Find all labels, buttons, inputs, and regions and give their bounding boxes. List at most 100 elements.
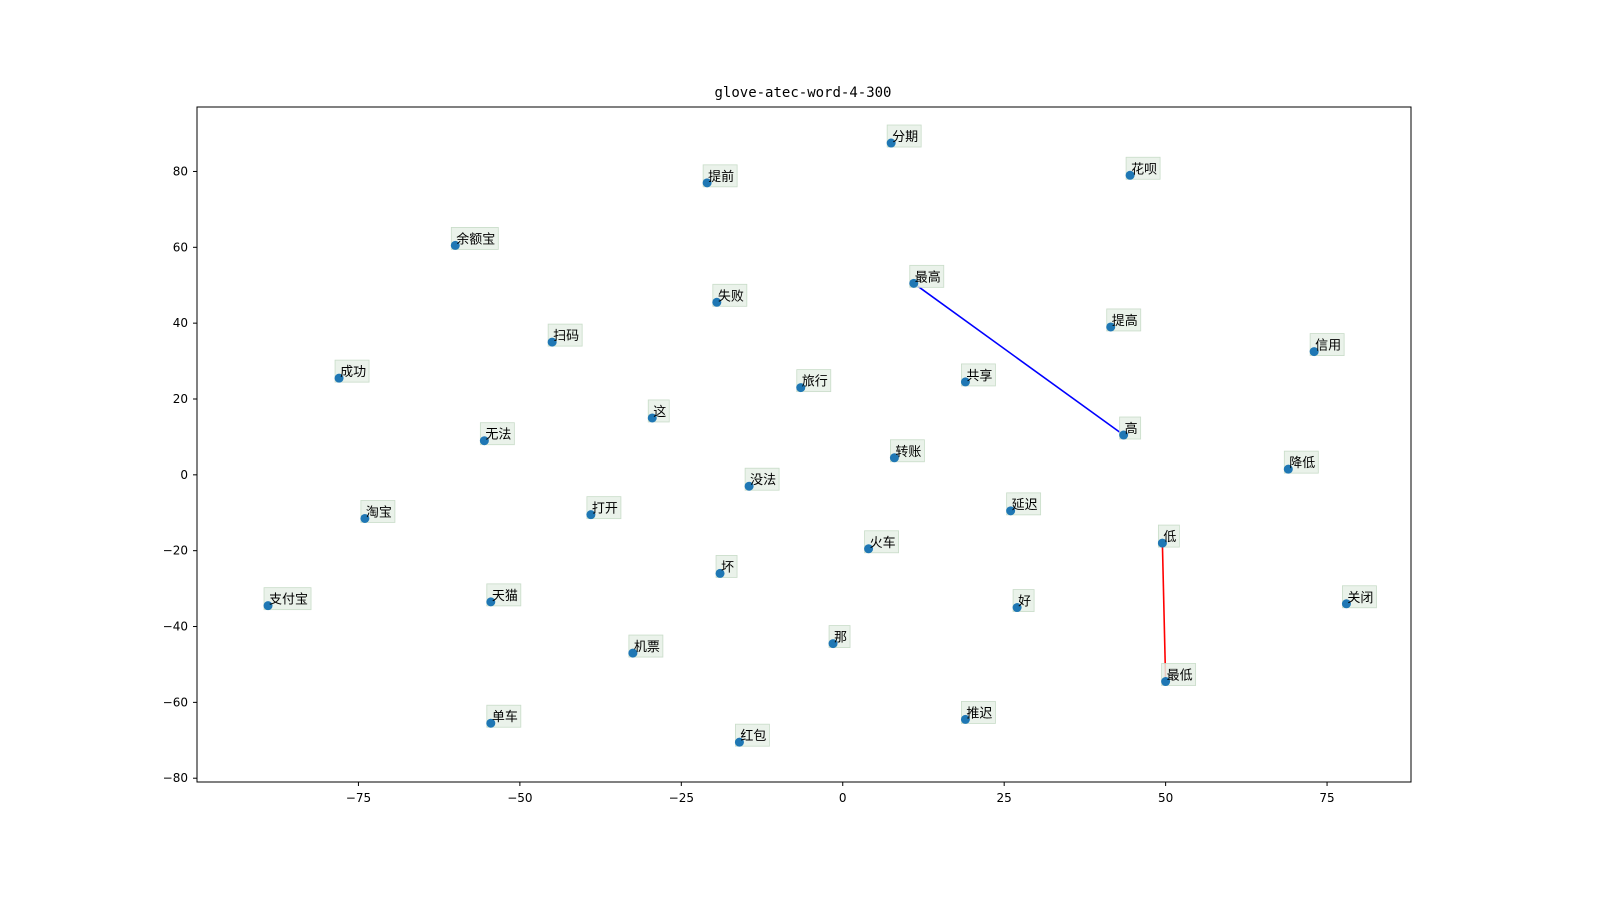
x-tick-label: 50 bbox=[1158, 791, 1173, 805]
point-label: 信用 bbox=[1315, 339, 1341, 354]
point-label: 提高 bbox=[1112, 313, 1138, 329]
data-point-group: 坏 bbox=[715, 555, 738, 578]
point-label: 没法 bbox=[750, 473, 776, 488]
data-point-group: 打开 bbox=[586, 496, 622, 520]
connector-line bbox=[913, 282, 1125, 436]
data-point bbox=[360, 513, 370, 523]
point-label: 淘宝 bbox=[366, 505, 392, 520]
data-point-group: 机票 bbox=[628, 634, 664, 658]
label-box bbox=[547, 323, 583, 347]
data-point bbox=[889, 453, 899, 463]
data-point-group: 高 bbox=[1119, 416, 1142, 440]
point-label: 好 bbox=[1018, 595, 1031, 610]
data-point bbox=[479, 436, 489, 446]
point-label: 成功 bbox=[340, 365, 366, 380]
point-label: 共享 bbox=[966, 368, 992, 384]
data-point-group: 红包 bbox=[734, 723, 770, 747]
data-point-group: 提高 bbox=[1106, 308, 1142, 332]
data-point-group: 单车 bbox=[486, 704, 522, 728]
point-label: 支付宝 bbox=[269, 593, 308, 608]
data-point-group: 分期 bbox=[886, 124, 922, 148]
point-label: 余额宝 bbox=[456, 231, 495, 247]
x-tick-label: 75 bbox=[1319, 791, 1334, 805]
data-point-group: 失败 bbox=[712, 283, 748, 307]
point-label: 这 bbox=[653, 404, 666, 420]
data-point bbox=[334, 373, 344, 383]
point-label: 那 bbox=[834, 631, 847, 646]
data-point-group: 支付宝 bbox=[263, 587, 312, 611]
label-box bbox=[1161, 663, 1197, 686]
data-point-group: 好 bbox=[1012, 589, 1035, 613]
data-point bbox=[734, 737, 744, 747]
label-box bbox=[1309, 333, 1345, 356]
data-point bbox=[263, 601, 273, 611]
data-point bbox=[712, 297, 722, 307]
label-box bbox=[961, 701, 996, 724]
data-point bbox=[960, 377, 970, 387]
label-box bbox=[1283, 450, 1319, 474]
data-point-group: 转账 bbox=[889, 439, 925, 463]
y-tick-label: −60 bbox=[163, 695, 188, 709]
data-point bbox=[1125, 170, 1135, 180]
point-label: 机票 bbox=[634, 640, 660, 655]
data-point-group: 花呗 bbox=[1125, 156, 1161, 180]
y-tick-label: 0 bbox=[180, 468, 188, 482]
data-point bbox=[1012, 603, 1022, 613]
data-point bbox=[886, 138, 896, 148]
data-point-group: 火车 bbox=[864, 530, 899, 554]
y-tick-label: 80 bbox=[173, 164, 188, 178]
data-point bbox=[1309, 347, 1319, 357]
point-label: 失败 bbox=[718, 289, 744, 304]
data-point bbox=[647, 413, 657, 423]
point-label: 打开 bbox=[592, 502, 618, 517]
point-label: 提前 bbox=[708, 169, 734, 185]
data-point-group: 降低 bbox=[1283, 450, 1319, 474]
label-box bbox=[744, 467, 780, 491]
data-point-group: 扫码 bbox=[547, 323, 583, 347]
y-tick-label: 60 bbox=[173, 240, 188, 254]
data-point-group: 淘宝 bbox=[360, 500, 396, 523]
label-box bbox=[1106, 308, 1142, 332]
point-label: 延迟 bbox=[1012, 498, 1038, 513]
point-label: 转账 bbox=[895, 445, 921, 460]
data-point bbox=[1161, 677, 1171, 687]
point-label: 单车 bbox=[492, 709, 518, 725]
data-point-group: 那 bbox=[828, 625, 851, 649]
data-point-group: 天猫 bbox=[486, 583, 522, 607]
label-box bbox=[486, 583, 522, 607]
data-point-group: 最低 bbox=[1161, 663, 1197, 687]
data-point bbox=[796, 383, 806, 393]
data-point-group: 没法 bbox=[744, 467, 780, 491]
label-box bbox=[1342, 585, 1377, 609]
y-tick-label: 40 bbox=[173, 316, 188, 330]
data-point bbox=[715, 568, 725, 578]
point-label: 推迟 bbox=[966, 706, 992, 721]
data-point-group: 提前 bbox=[702, 164, 738, 188]
point-label: 旅行 bbox=[802, 375, 828, 390]
label-box bbox=[702, 164, 738, 188]
label-box bbox=[961, 363, 996, 387]
data-point bbox=[586, 510, 596, 520]
data-point bbox=[828, 639, 838, 649]
label-box bbox=[735, 723, 770, 747]
y-tick-label: −20 bbox=[163, 544, 188, 558]
label-box bbox=[263, 587, 312, 611]
data-point-group: 共享 bbox=[960, 363, 996, 387]
y-tick-label: −40 bbox=[163, 620, 188, 634]
point-label: 分期 bbox=[892, 130, 918, 145]
point-label: 扫码 bbox=[553, 329, 579, 344]
axes: −75 −50 −25 0 25 50 75 80 60 40 20 0 −20 −40 −60 −80 bbox=[163, 164, 1335, 805]
point-label: 低 bbox=[1163, 530, 1176, 545]
data-point bbox=[960, 714, 970, 724]
data-point-group: 这 bbox=[647, 399, 670, 423]
y-tick-label: 20 bbox=[173, 392, 188, 406]
x-tick-label: −75 bbox=[346, 791, 371, 805]
label-box bbox=[628, 634, 664, 658]
data-point bbox=[547, 337, 557, 347]
data-point bbox=[450, 240, 460, 250]
point-label: 坏 bbox=[721, 560, 734, 575]
label-box bbox=[886, 124, 922, 148]
data-point-group: 无法 bbox=[479, 422, 515, 446]
